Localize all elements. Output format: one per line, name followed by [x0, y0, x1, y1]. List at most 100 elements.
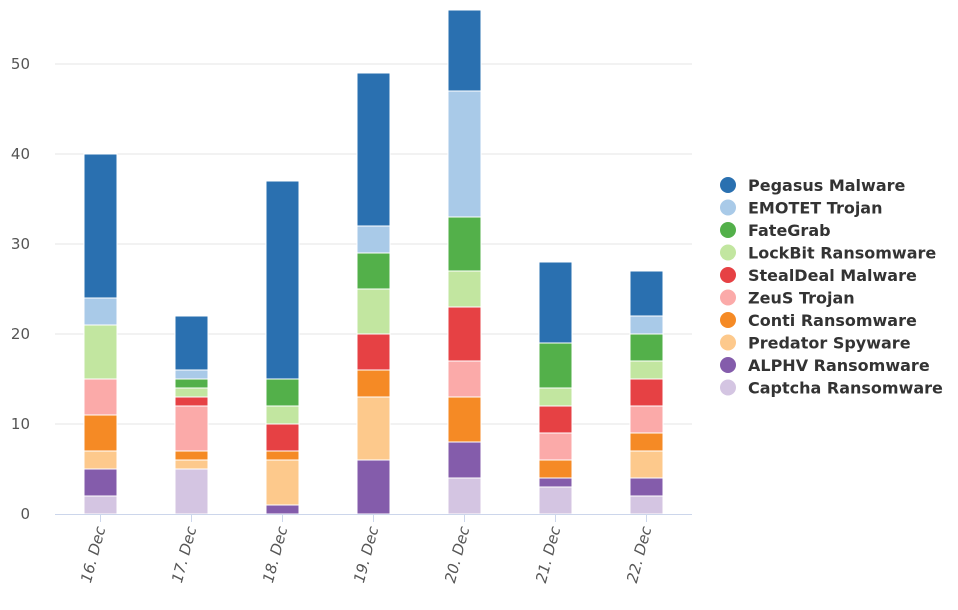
bar-segment-stealdeal-malware[interactable]	[174, 396, 209, 407]
bar-segment-conti-ransomware[interactable]	[265, 450, 300, 461]
bar-segment-captcha-ransomware[interactable]	[538, 486, 573, 515]
x-tick-label: 18. Dec	[259, 524, 292, 585]
legend-swatch	[720, 379, 736, 396]
bar-stack-21-dec	[538, 261, 573, 515]
bar-segment-pegasus-malware[interactable]	[265, 180, 300, 380]
bar-segment-captcha-ransomware[interactable]	[447, 477, 482, 515]
bar-segment-alphv-ransomware[interactable]	[629, 477, 664, 497]
bar-segment-alphv-ransomware[interactable]	[538, 477, 573, 488]
y-tick-label: 20	[11, 325, 30, 343]
bar-segment-emotet-trojan[interactable]	[447, 90, 482, 218]
x-tick-label: 19. Dec	[350, 524, 383, 585]
legend-label: LockBit Ransomware	[748, 244, 936, 263]
bar-segment-conti-ransomware[interactable]	[447, 396, 482, 443]
legend-label: ALPHV Ransomware	[748, 356, 930, 375]
bar-stack-18-dec	[265, 180, 300, 515]
legend-item-conti-ransomware[interactable]: Conti Ransomware	[720, 311, 917, 330]
bar-segment-emotet-trojan[interactable]	[629, 315, 664, 335]
legend-label: Captcha Ransomware	[748, 379, 943, 398]
legend-label: ZeuS Trojan	[748, 289, 855, 308]
bar-segment-stealdeal-malware[interactable]	[629, 378, 664, 407]
bar-stack-19-dec	[356, 72, 391, 515]
bar-segment-predator-spyware[interactable]	[629, 450, 664, 479]
bar-segment-alphv-ransomware[interactable]	[356, 459, 391, 515]
y-tick-label: 50	[11, 55, 30, 73]
bar-segment-conti-ransomware[interactable]	[356, 369, 391, 398]
x-axis-ticks: 16. Dec 17. Dec 18. Dec 19. Dec 20. Dec 21. D…	[77, 514, 656, 585]
bar-segment-pegasus-malware[interactable]	[83, 153, 118, 299]
bar-segment-predator-spyware[interactable]	[356, 396, 391, 461]
bar-segment-lockbit-ransomware[interactable]	[174, 387, 209, 398]
legend-label: Conti Ransomware	[748, 311, 917, 330]
bar-segment-zeus-trojan[interactable]	[629, 405, 664, 434]
x-tick-label: 21. Dec	[532, 524, 565, 585]
bar-segment-stealdeal-malware[interactable]	[538, 405, 573, 434]
bar-segment-lockbit-ransomware[interactable]	[265, 405, 300, 425]
bar-segment-emotet-trojan[interactable]	[174, 369, 209, 380]
bar-segment-fategrab[interactable]	[629, 333, 664, 362]
legend-item-zeus-trojan[interactable]: ZeuS Trojan	[720, 289, 855, 308]
legend-swatch	[720, 267, 736, 283]
bar-segment-lockbit-ransomware[interactable]	[447, 270, 482, 308]
legend-item-pegasus-malware[interactable]: Pegasus Malware	[720, 176, 906, 195]
bar-segment-lockbit-ransomware[interactable]	[83, 324, 118, 380]
bars	[83, 9, 664, 515]
bar-segment-lockbit-ransomware[interactable]	[356, 288, 391, 335]
bar-segment-conti-ransomware[interactable]	[83, 414, 118, 452]
bar-segment-fategrab[interactable]	[265, 378, 300, 407]
legend-item-stealdeal-malware[interactable]: StealDeal Malware	[720, 266, 917, 285]
bar-segment-lockbit-ransomware[interactable]	[629, 360, 664, 380]
bar-segment-conti-ransomware[interactable]	[174, 450, 209, 461]
legend-item-lockbit-ransomware[interactable]: LockBit Ransomware	[720, 244, 936, 263]
bar-segment-predator-spyware[interactable]	[83, 450, 118, 470]
bar-segment-stealdeal-malware[interactable]	[265, 423, 300, 452]
legend-item-captcha-ransomware[interactable]: Captcha Ransomware	[720, 379, 943, 398]
y-tick-label: 0	[20, 505, 30, 523]
bar-segment-captcha-ransomware[interactable]	[629, 495, 664, 515]
legend-swatch	[720, 357, 736, 373]
bar-segment-fategrab[interactable]	[174, 378, 209, 389]
legend-label: FateGrab	[748, 221, 831, 240]
bar-segment-fategrab[interactable]	[356, 252, 391, 290]
bar-segment-zeus-trojan[interactable]	[174, 405, 209, 452]
bar-stack-17-dec	[174, 315, 209, 515]
bar-segment-pegasus-malware[interactable]	[174, 315, 209, 371]
x-tick-label: 20. Dec	[441, 524, 474, 585]
bar-segment-emotet-trojan[interactable]	[83, 297, 118, 326]
bar-segment-conti-ransomware[interactable]	[629, 432, 664, 452]
bar-segment-alphv-ransomware[interactable]	[83, 468, 118, 497]
bar-segment-pegasus-malware[interactable]	[356, 72, 391, 227]
bar-segment-pegasus-malware[interactable]	[629, 270, 664, 317]
bar-segment-zeus-trojan[interactable]	[83, 378, 118, 416]
bar-segment-pegasus-malware[interactable]	[538, 261, 573, 344]
legend-item-emotet-trojan[interactable]: EMOTET Trojan	[720, 199, 883, 218]
bar-segment-stealdeal-malware[interactable]	[356, 333, 391, 371]
bar-segment-alphv-ransomware[interactable]	[265, 504, 300, 515]
y-tick-label: 40	[11, 145, 30, 163]
bar-segment-emotet-trojan[interactable]	[356, 225, 391, 254]
bar-stack-20-dec	[447, 9, 482, 515]
bar-segment-fategrab[interactable]	[447, 216, 482, 272]
bar-segment-zeus-trojan[interactable]	[538, 432, 573, 461]
legend-swatch	[720, 289, 736, 306]
legend-item-fategrab[interactable]: FateGrab	[720, 221, 831, 240]
bar-segment-zeus-trojan[interactable]	[447, 360, 482, 398]
bar-segment-captcha-ransomware[interactable]	[83, 495, 118, 515]
legend-swatch	[720, 199, 736, 216]
y-tick-label: 10	[11, 415, 30, 433]
bar-segment-fategrab[interactable]	[538, 342, 573, 389]
bar-segment-conti-ransomware[interactable]	[538, 459, 573, 479]
bar-segment-predator-spyware[interactable]	[174, 459, 209, 470]
bar-segment-lockbit-ransomware[interactable]	[538, 387, 573, 407]
legend-label: Predator Spyware	[748, 334, 911, 353]
legend-swatch	[720, 222, 736, 238]
bar-segment-stealdeal-malware[interactable]	[447, 306, 482, 362]
bar-segment-pegasus-malware[interactable]	[447, 9, 482, 92]
legend-item-predator-spyware[interactable]: Predator Spyware	[720, 334, 911, 353]
legend-item-alphv-ransomware[interactable]: ALPHV Ransomware	[720, 356, 930, 375]
bar-segment-predator-spyware[interactable]	[265, 459, 300, 506]
bar-stack-22-dec	[629, 270, 664, 515]
bar-segment-alphv-ransomware[interactable]	[447, 441, 482, 479]
bar-segment-captcha-ransomware[interactable]	[174, 468, 209, 515]
legend-label: Pegasus Malware	[748, 176, 906, 195]
